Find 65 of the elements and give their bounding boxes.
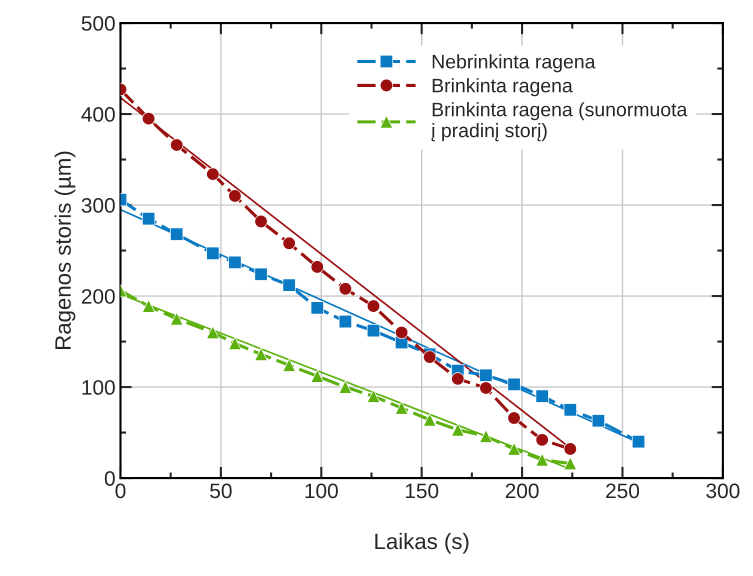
y-tick-label: 100 [82,380,115,395]
point [564,442,577,456]
point [142,112,156,126]
point [228,189,242,203]
legend-label: Brinkinta ragena [432,78,573,96]
x-tick-label: 150 [406,483,438,498]
point [564,456,577,470]
point [282,278,296,292]
x-tick-label: 100 [305,483,338,498]
point [366,299,380,313]
x-tick-label: 250 [606,483,640,498]
point [282,358,296,372]
point [507,378,521,391]
point [142,299,156,313]
point [479,368,493,382]
legend-label: Brinkinta ragena (sunormuota į pradinį storį) [431,102,688,142]
x-tick-label: 50 [210,483,232,498]
x-tick-label: 0 [116,483,126,498]
y-tick-label: 300 [82,198,115,213]
x-tick-label: 300 [706,483,740,498]
point [170,228,184,241]
point [206,246,220,260]
point [395,326,408,340]
y-axis-title: Ragenos storis (µm) [54,152,76,349]
legend-label: Nebrinkinta ragena [432,54,596,72]
point [632,435,646,448]
point [536,433,549,446]
point [423,350,436,364]
point [142,212,156,226]
point [536,453,549,466]
point [254,268,268,281]
point [423,413,436,426]
point [310,301,324,314]
point [479,381,493,395]
point [507,442,521,456]
y-tick-label: 500 [82,16,115,31]
point [282,236,296,250]
y-tick-label: 200 [82,289,115,304]
point [451,423,464,436]
point [206,168,220,181]
point [338,282,352,296]
point [228,336,242,350]
point [592,414,605,428]
point [170,312,184,326]
point [310,370,324,383]
point [564,403,577,416]
point [366,390,380,403]
point [254,348,268,361]
point [395,401,408,415]
point [206,326,220,340]
x-tick-label: 200 [506,483,539,498]
point [228,256,242,269]
point [479,430,493,443]
y-tick-label: 400 [81,107,115,122]
point [507,411,521,425]
point [254,214,268,228]
point [536,390,549,403]
point [338,314,352,328]
point [310,260,324,274]
point [170,138,184,152]
point [338,380,352,394]
point [451,372,464,386]
x-axis-title: Laikas (s) [375,532,468,554]
point [366,324,380,338]
y-tick-label: 0 [104,471,115,486]
